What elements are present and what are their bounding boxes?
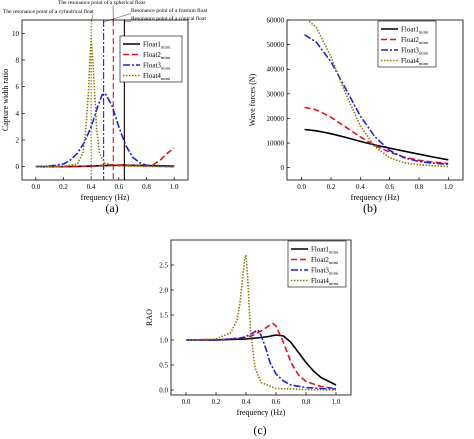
x-tick-label: 0.4 — [242, 398, 251, 406]
y-tick-label: 10000 — [267, 140, 285, 148]
annotation-leader — [103, 13, 132, 23]
legend-subscript: mimi — [419, 30, 429, 35]
legend-label: Float4mimi — [143, 72, 171, 81]
y-tick-label: 6 — [16, 83, 20, 91]
legend-label: Float1mimi — [143, 41, 171, 50]
annotation-label: Resonance point of a conical float — [131, 15, 206, 22]
legend-label: Float4mimi — [311, 277, 339, 286]
x-tick-label: 0.0 — [182, 398, 191, 406]
annotation-leader — [124, 21, 132, 23]
series-line-float2 — [304, 106, 449, 165]
x-tick-label: 0.0 — [31, 183, 40, 191]
annotation-label: The resonance point of a spherical float — [58, 0, 146, 6]
y-tick-label: 2 — [16, 137, 20, 145]
legend-label: Float4mimi — [401, 57, 429, 66]
y-tick-label: 1.5 — [159, 312, 168, 320]
series-line-float4 — [306, 20, 449, 168]
y-tick-label: 2.5 — [159, 262, 168, 270]
panel-a-label: (a) — [105, 201, 118, 215]
y-tick-label: 50000 — [267, 41, 285, 49]
panel-a-chart: 0.0 0.2 0.4 0.6 0.8 1.0 0 2 4 6 8 10 frequency (Hz) C… — [1, 0, 208, 202]
legend-label: Float3mimi — [401, 47, 429, 56]
x-tick-label: 0.0 — [297, 183, 306, 191]
panel-c-chart: 0.0 0.2 0.4 0.6 0.8 1.0 0.0 0.5 1.0 1.5 2.0 2.5 freq… — [145, 239, 352, 417]
x-tick-label: 0.6 — [385, 183, 394, 191]
legend-subscript: mimi — [161, 45, 171, 50]
x-tick-label: 1.0 — [332, 398, 341, 406]
panel-c-label: (c) — [253, 423, 266, 437]
series-line-float3 — [186, 329, 337, 390]
y-axis-label: Wave forces (N) — [248, 73, 257, 126]
legend-label: Float2mimi — [401, 36, 429, 45]
x-tick-label: 0.8 — [142, 183, 151, 191]
legend-label: Float1mimi — [401, 26, 429, 35]
y-tick-label: 0.0 — [159, 387, 168, 395]
plot-frame — [21, 19, 189, 181]
y-tick-label: 60000 — [267, 17, 285, 25]
series-line-float1 — [186, 334, 337, 386]
y-axis-label: Capture width ratio — [1, 69, 10, 131]
plot-frame — [286, 19, 464, 181]
y-tick-label: 40000 — [267, 66, 285, 74]
legend-label: Float2mimi — [143, 51, 171, 60]
plot-frame — [170, 239, 352, 396]
legend-subscript: mimi — [329, 250, 339, 255]
annotation-label: Resonance point of a frustum float — [131, 7, 208, 14]
y-tick-label: 8 — [16, 57, 20, 65]
series-line-float2 — [186, 322, 337, 390]
y-tick-label: 1.0 — [159, 337, 168, 345]
legend-subscript: mimi — [419, 40, 429, 45]
x-axis-label: frequency (Hz) — [351, 193, 400, 202]
x-tick-label: 1.0 — [170, 183, 179, 191]
x-tick-label: 0.8 — [415, 183, 424, 191]
x-tick-label: 0.2 — [59, 183, 68, 191]
y-tick-label: 10 — [12, 30, 20, 38]
x-axis-label: frequency (Hz) — [237, 408, 286, 417]
panel-b-chart: 0.0 0.2 0.4 0.6 0.8 1.0 0 10000 20000 30000 40000 5… — [248, 17, 464, 202]
x-tick-label: 0.4 — [356, 183, 365, 191]
annotation-leader — [90, 14, 94, 23]
x-tick-label: 0.8 — [302, 398, 311, 406]
y-tick-label: 30000 — [267, 90, 285, 98]
x-axis-label: frequency (Hz) — [81, 193, 130, 202]
y-tick-label: 0 — [281, 164, 285, 172]
series-line-float2 — [35, 147, 175, 168]
legend-subscript: mimi — [329, 271, 339, 276]
panel-b-label: (b) — [363, 201, 377, 215]
legend-subscript: mimi — [329, 260, 339, 265]
y-tick-label: 0 — [16, 163, 20, 171]
series-line-float1 — [304, 128, 449, 161]
legend-label: Float3mimi — [311, 267, 339, 276]
x-tick-label: 0.4 — [87, 183, 96, 191]
x-tick-label: 0.6 — [272, 398, 281, 406]
series-line-float3 — [35, 92, 175, 168]
x-tick-label: 0.2 — [212, 398, 221, 406]
legend-subscript: mimi — [329, 281, 339, 286]
y-tick-label: 2.0 — [159, 287, 168, 295]
legend-subscript: mimi — [419, 61, 429, 66]
legend-label: Float3mimi — [143, 62, 171, 71]
y-tick-label: 0.5 — [159, 362, 168, 370]
y-axis-label: RAO — [145, 309, 154, 326]
series-line-float3 — [304, 34, 449, 165]
annotation-label: The resonance point of a cylindrical flo… — [3, 8, 94, 15]
x-tick-label: 0.6 — [114, 183, 123, 191]
legend-subscript: mimi — [161, 76, 171, 81]
legend-subscript: mimi — [419, 51, 429, 56]
x-tick-label: 0.2 — [327, 183, 336, 191]
legend-subscript: mimi — [161, 55, 171, 60]
x-tick-label: 1.0 — [444, 183, 453, 191]
y-tick-label: 20000 — [267, 115, 285, 123]
legend-subscript: mimi — [161, 66, 171, 71]
y-tick-label: 4 — [16, 110, 20, 118]
legend-label: Float2mimi — [311, 256, 339, 265]
legend-label: Float1mimi — [311, 246, 339, 255]
